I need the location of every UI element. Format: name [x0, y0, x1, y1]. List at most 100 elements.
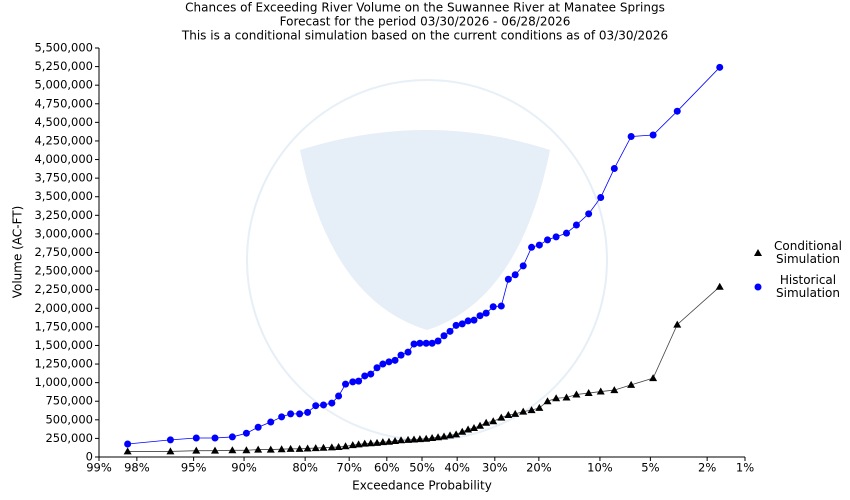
data-point: [367, 370, 375, 378]
data-point: [422, 434, 431, 442]
data-point: [373, 364, 381, 372]
data-point: [404, 435, 413, 443]
data-point: [428, 339, 436, 347]
data-point: [470, 423, 479, 431]
data-point: [596, 387, 605, 395]
data-point: [476, 421, 485, 429]
y-tick-label: 4,000,000: [34, 152, 93, 166]
data-point: [254, 445, 263, 453]
x-tick-label: 70%: [336, 461, 362, 475]
x-tick-label: 20%: [526, 461, 552, 475]
y-tick-label: 750,000: [45, 394, 93, 408]
chart-subtitle: Forecast for the period 03/30/2026 - 06/…: [280, 15, 571, 29]
data-point: [415, 435, 424, 443]
x-tick-label: 80%: [292, 461, 318, 475]
data-point: [228, 446, 237, 454]
y-tick-label: 250,000: [45, 431, 93, 445]
data-point: [519, 262, 527, 270]
data-point: [211, 434, 219, 442]
data-point: [562, 393, 571, 401]
data-point: [312, 402, 320, 410]
data-point: [416, 339, 424, 347]
data-point: [434, 337, 442, 345]
data-point: [124, 440, 132, 448]
data-point: [535, 241, 543, 249]
data-point: [228, 433, 236, 441]
data-point: [446, 431, 455, 439]
data-point: [385, 358, 393, 366]
x-tick-label: 90%: [231, 461, 257, 475]
data-point: [440, 432, 449, 440]
x-tick-label: 60%: [374, 461, 400, 475]
data-point: [528, 243, 536, 251]
data-point: [544, 236, 552, 244]
y-tick-label: 5,250,000: [34, 59, 93, 73]
y-tick-label: 5,000,000: [34, 78, 93, 92]
data-point: [384, 437, 393, 445]
chart-subtitle: This is a conditional simulation based o…: [181, 29, 668, 43]
data-point: [278, 413, 286, 421]
legend-swatch: [754, 249, 762, 256]
data-point: [360, 439, 369, 447]
data-point: [349, 378, 357, 386]
y-tick-label: 2,000,000: [34, 301, 93, 315]
data-point: [458, 320, 466, 328]
y-tick-label: 1,000,000: [34, 375, 93, 389]
data-point: [610, 386, 619, 394]
data-point: [409, 435, 418, 443]
data-point: [286, 444, 295, 452]
data-point: [627, 132, 635, 140]
data-point: [497, 302, 505, 310]
y-tick-label: 0: [86, 450, 93, 464]
data-point: [397, 436, 406, 444]
y-tick-label: 500,000: [45, 412, 93, 426]
data-point: [254, 423, 262, 431]
x-tick-label: 2%: [698, 461, 716, 475]
data-point: [489, 417, 498, 425]
data-point: [166, 436, 174, 444]
data-point: [562, 229, 570, 237]
legend-marker: [754, 283, 762, 291]
data-point: [192, 446, 201, 454]
data-point: [552, 394, 561, 402]
data-point: [585, 210, 593, 218]
data-point: [627, 380, 636, 388]
y-tick-label: 4,750,000: [34, 96, 93, 110]
data-point: [242, 446, 251, 454]
data-point: [504, 410, 513, 418]
y-tick-label: 5,500,000: [34, 41, 93, 55]
data-point: [464, 317, 472, 325]
x-tick-label: 10%: [587, 461, 613, 475]
x-tick-label: 98%: [124, 461, 150, 475]
legend-swatch: [754, 283, 762, 291]
x-tick-label: 95%: [181, 461, 207, 475]
y-tick-label: 3,000,000: [34, 226, 93, 240]
x-tick-label: 50%: [409, 461, 435, 475]
data-point: [446, 327, 454, 335]
y-axis-label: Volume (AC-FT): [11, 206, 25, 299]
data-point: [379, 360, 387, 368]
data-point: [649, 374, 658, 382]
data-point: [334, 442, 343, 450]
data-point: [476, 312, 484, 320]
data-point: [464, 425, 473, 433]
data-point: [355, 377, 363, 385]
data-point: [470, 316, 478, 324]
data-point: [410, 340, 418, 348]
legend: Conditional Simulation Historical Simulat…: [752, 240, 850, 308]
data-point: [489, 303, 497, 311]
legend-marker: [754, 249, 762, 256]
chart-title: Chances of Exceeding River Volume on the…: [185, 1, 665, 15]
data-point: [497, 413, 506, 421]
y-tick-label: 3,750,000: [34, 171, 93, 185]
data-point: [572, 390, 581, 398]
data-point: [319, 401, 327, 409]
data-point: [535, 403, 544, 411]
data-point: [277, 445, 286, 453]
data-point: [552, 233, 560, 241]
data-point: [458, 427, 467, 435]
y-tick-label: 1,750,000: [34, 319, 93, 333]
data-point: [335, 392, 343, 400]
